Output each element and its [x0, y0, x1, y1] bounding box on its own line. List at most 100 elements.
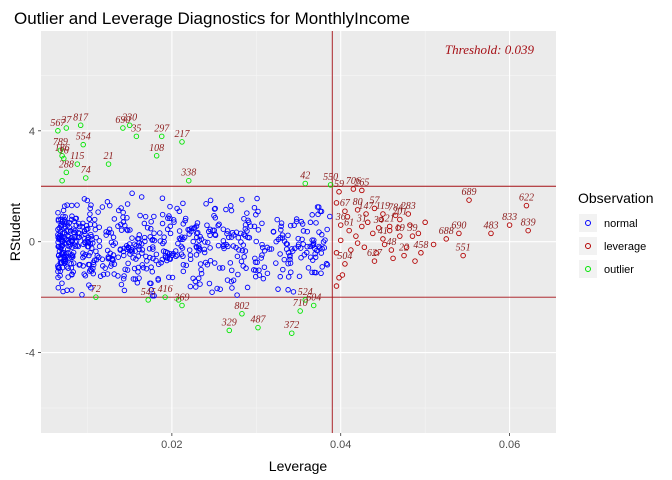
chart-title: Outlier and Leverage Diagnostics for Mon…: [14, 9, 410, 28]
normal-point: [148, 219, 154, 225]
normal-point: [68, 287, 75, 293]
normal-point: [194, 220, 201, 226]
normal-point: [96, 224, 102, 230]
leverage-point: [380, 211, 386, 217]
normal-point: [97, 273, 104, 279]
normal-point: [242, 226, 249, 232]
normal-point: [131, 241, 138, 248]
leverage-point: [488, 230, 494, 237]
normal-point: [285, 274, 292, 280]
normal-point: [99, 204, 106, 210]
outlier-point: [162, 294, 168, 300]
normal-point: [151, 213, 157, 220]
normal-point: [75, 243, 82, 250]
normal-point: [236, 247, 242, 253]
normal-point: [277, 273, 284, 280]
leverage-point: [525, 227, 531, 234]
legend-keys: normal leverage outlier: [579, 214, 646, 278]
normal-point: [300, 241, 306, 247]
normal-point: [155, 276, 161, 282]
legend-key-box: [579, 237, 597, 255]
outlier-point: [185, 177, 192, 184]
normal-point: [138, 194, 145, 200]
normal-point: [122, 266, 128, 273]
normal-point: [197, 261, 204, 267]
normal-point: [169, 274, 176, 281]
normal-point: [116, 207, 122, 214]
normal-point: [133, 243, 139, 249]
leverage-point: [373, 250, 379, 256]
normal-point: [239, 196, 245, 203]
normal-point: [264, 270, 271, 277]
normal-point: [57, 260, 64, 266]
outlier-point: [302, 180, 309, 187]
normal-point: [207, 245, 213, 251]
leverage-point: [364, 219, 371, 226]
outlier-point: [105, 161, 112, 167]
normal-point: [313, 220, 319, 226]
normal-point: [323, 260, 330, 267]
normal-point: [148, 264, 154, 270]
point-label: 504: [337, 251, 352, 262]
normal-point: [227, 260, 234, 266]
normal-point: [109, 255, 115, 262]
normal-point: [136, 275, 142, 281]
normal-point: [127, 248, 133, 254]
point-label: 39: [406, 223, 417, 234]
leverage-point: [344, 214, 351, 220]
normal-point: [178, 236, 184, 243]
normal-point: [253, 211, 259, 218]
normal-point: [196, 237, 202, 244]
leverage-point: [409, 233, 416, 239]
normal-point: [307, 243, 313, 250]
leverage-point: [336, 274, 342, 281]
normal-point: [141, 220, 148, 227]
normal-point: [207, 257, 214, 264]
point-label: 22: [399, 243, 409, 254]
normal-point: [130, 255, 136, 261]
normal-point: [305, 265, 312, 271]
normal-point: [151, 230, 157, 237]
point-label: 784: [388, 202, 403, 213]
normal-point: [137, 212, 143, 219]
normal-point: [60, 258, 67, 265]
normal-point: [298, 218, 305, 225]
point-label: 147: [359, 201, 375, 212]
leverage-point: [407, 222, 413, 228]
normal-point: [111, 271, 117, 277]
normal-point: [120, 275, 127, 282]
point-label: 458: [413, 240, 428, 251]
normal-point: [191, 225, 197, 232]
normal-point: [82, 240, 88, 246]
normal-point: [91, 257, 98, 264]
threshold-annotation: Threshold: 0.039: [445, 42, 535, 57]
point-label: 31: [356, 213, 367, 224]
normal-point: [76, 220, 82, 227]
normal-point: [309, 212, 315, 218]
normal-point: [115, 223, 121, 229]
normal-point: [104, 271, 111, 277]
normal-point: [164, 226, 171, 233]
normal-point: [140, 264, 147, 271]
normal-point: [324, 262, 331, 268]
normal-point: [159, 256, 166, 263]
normal-point: [124, 267, 131, 273]
normal-point: [295, 243, 301, 250]
point-label: 710: [293, 298, 308, 309]
point-label: 372: [283, 320, 299, 331]
normal-point: [108, 260, 115, 267]
normal-point: [183, 262, 190, 269]
normal-point: [214, 285, 220, 292]
normal-point: [161, 238, 167, 245]
normal-point: [277, 251, 283, 257]
normal-point: [90, 270, 96, 277]
normal-point: [259, 252, 265, 258]
normal-point: [59, 280, 65, 286]
normal-point: [166, 274, 172, 280]
normal-point: [281, 256, 288, 263]
normal-point: [235, 234, 242, 241]
normal-point: [131, 265, 138, 272]
normal-point: [193, 284, 199, 290]
normal-point: [150, 255, 156, 262]
